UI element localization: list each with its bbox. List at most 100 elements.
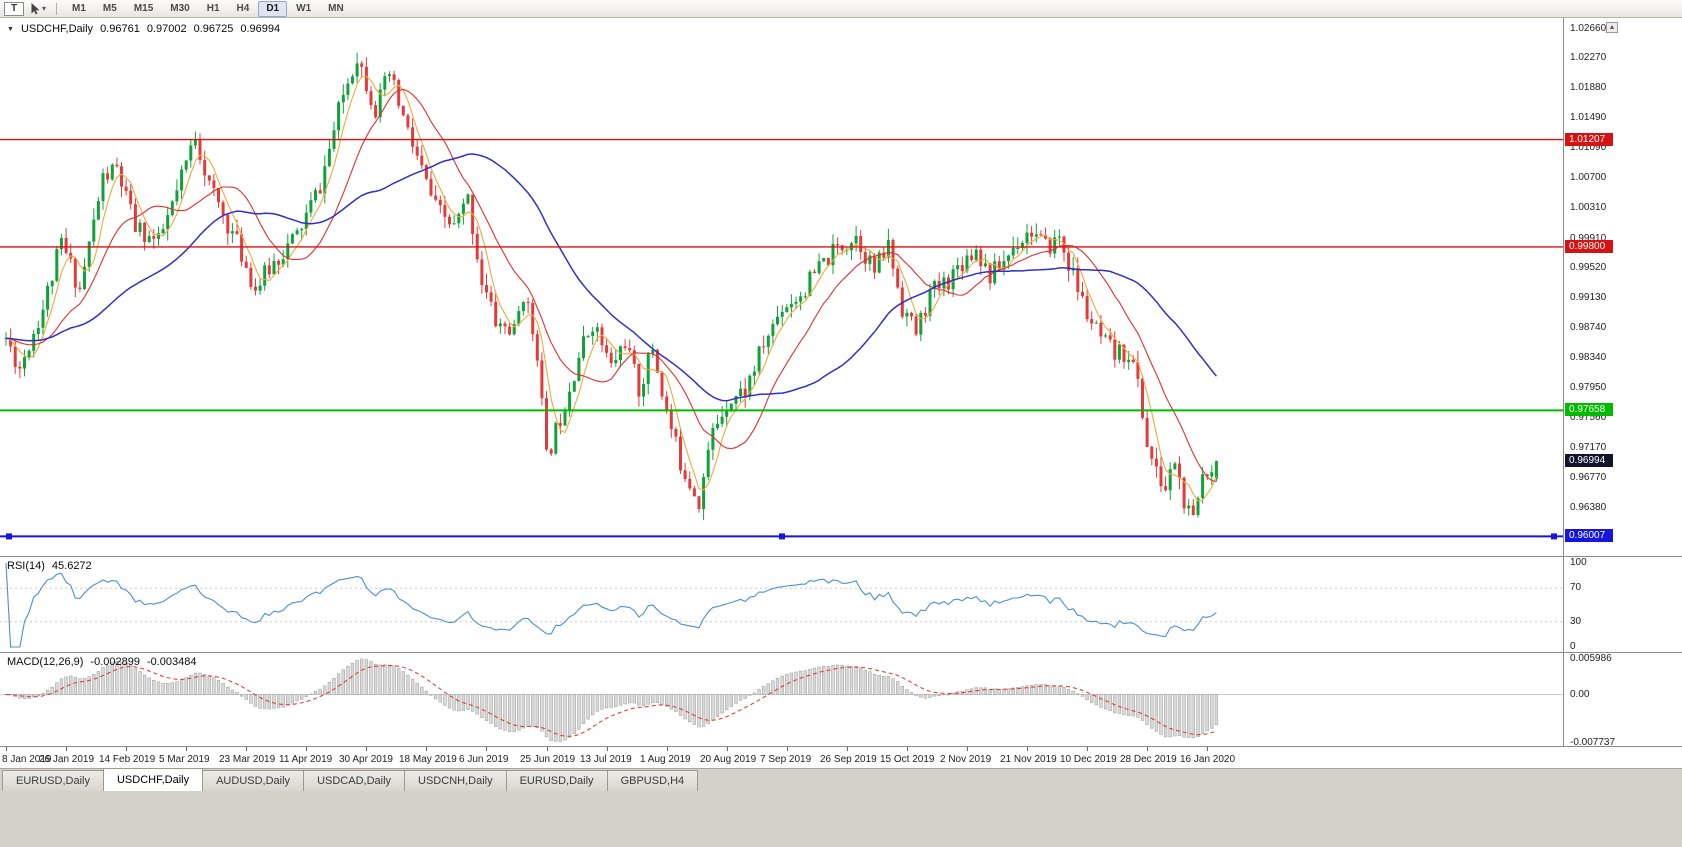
price-axis-label: 0.99130 <box>1570 292 1607 304</box>
date-axis-label: 5 Mar 2019 <box>159 754 210 765</box>
rsi-label: RSI(14) <box>7 560 45 572</box>
scroll-up-button[interactable]: ▲ <box>1606 22 1618 33</box>
timeframe-buttons: M1 M5 M15 M30 H1 H4 D1 W1 MN <box>64 0 352 17</box>
ohlc-high: 0.97002 <box>146 23 187 35</box>
date-axis-label: 15 Oct 2019 <box>880 754 935 765</box>
time-axis-tick <box>486 747 487 751</box>
status-area <box>0 791 1682 847</box>
timeframe-button-h4[interactable]: H4 <box>236 2 250 14</box>
chart-tab-usdcnh-daily[interactable]: USDCNH,Daily <box>404 770 507 791</box>
time-axis-tick <box>967 747 968 751</box>
time-axis-tick <box>246 747 247 751</box>
macd-axis-label: 0.005986 <box>1570 653 1612 664</box>
date-axis-label: 14 Feb 2019 <box>99 754 156 765</box>
date-axis-label: 11 Apr 2019 <box>279 754 333 765</box>
time-axis-tick <box>186 747 187 751</box>
toolbar-separator <box>56 2 58 15</box>
date-axis-label: 10 Dec 2019 <box>1060 754 1117 765</box>
candles <box>4 52 1218 521</box>
rsi-axis: 100 70 30 0 <box>1563 556 1682 652</box>
timeframe-button-mn[interactable]: MN <box>328 2 344 14</box>
price-axis-label: 0.97560 <box>1570 411 1607 423</box>
timeframe-button-m15[interactable]: M15 <box>133 2 154 14</box>
price-chart[interactable]: ▼ USDCHF,Daily 0.96761 0.97002 0.96725 0… <box>0 18 1563 556</box>
rsi-axis-label: 70 <box>1570 582 1582 594</box>
date-axis-label: 20 Aug 2019 <box>700 754 757 765</box>
toolbar: T ▾ M1 M5 M15 M30 H1 H4 D1 W1 MN <box>0 0 1682 18</box>
text-tool-button[interactable]: T <box>4 1 24 16</box>
time-axis-tick <box>306 747 307 751</box>
draw-tool-button[interactable]: ▾ <box>27 2 49 16</box>
support-lower-handle[interactable] <box>779 533 785 540</box>
price-axis-label: 0.96770 <box>1570 472 1607 484</box>
time-axis-tick <box>366 747 367 751</box>
timeframe-button-w1[interactable]: W1 <box>296 2 312 14</box>
time-axis-tick <box>727 747 728 751</box>
chart-tab-eurusd-daily[interactable]: EURUSD,Daily <box>2 770 104 791</box>
chart-tab-usdcad-daily[interactable]: USDCAD,Daily <box>303 770 406 791</box>
time-axis-tick <box>907 747 908 751</box>
date-axis-label: 25 Jun 2019 <box>520 754 576 765</box>
chart-tab-audusd-daily[interactable]: AUDUSD,Daily <box>202 770 305 791</box>
macd-title: MACD(12,26,9) -0.002899 -0.003484 <box>7 656 197 668</box>
date-axis-label: 18 May 2019 <box>399 754 457 765</box>
ohlc-low: 0.96725 <box>193 23 234 35</box>
date-axis-label: 1 Aug 2019 <box>640 754 691 765</box>
price-axis-label: 0.99520 <box>1570 262 1607 274</box>
macd-axis-label: -0.007737 <box>1570 737 1616 748</box>
time-axis-tick <box>426 747 427 751</box>
date-axis-label: 28 Dec 2019 <box>1120 754 1177 765</box>
macd-histogram <box>4 658 1219 742</box>
resistance-mid-price-tag: 0.99800 <box>1565 239 1613 253</box>
rsi-line <box>5 562 1217 648</box>
time-axis-tick <box>1087 747 1088 751</box>
price-axis-label: 0.99910 <box>1570 232 1607 244</box>
support-lower-price-tag: 0.96007 <box>1565 529 1613 543</box>
price-axis-label: 0.98740 <box>1570 321 1607 333</box>
price-axis-label: 0.98340 <box>1570 352 1607 364</box>
chart-tab-usdchf-daily[interactable]: USDCHF,Daily <box>102 768 204 791</box>
timeframe-button-m1[interactable]: M1 <box>72 2 86 14</box>
chart-tab-gbpusd-h4[interactable]: GBPUSD,H4 <box>606 770 699 791</box>
timeframe-button-d1[interactable]: D1 <box>258 0 288 17</box>
date-axis-label: 23 Mar 2019 <box>219 754 276 765</box>
text-tool-label: T <box>10 3 18 14</box>
time-axis-tick <box>847 747 848 751</box>
chart-title: ▼ USDCHF,Daily 0.96761 0.97002 0.96725 0… <box>7 23 280 35</box>
rsi-panel[interactable]: RSI(14) 45.6272 <box>0 556 1563 652</box>
macd-canvas <box>0 658 1563 742</box>
ohlc-open: 0.96761 <box>100 23 140 35</box>
date-axis-label: 13 Jul 2019 <box>580 754 632 765</box>
price-axis-label: 1.01490 <box>1570 111 1607 123</box>
price-axis-label: 1.00310 <box>1570 202 1607 214</box>
date-axis-label: 26 Sep 2019 <box>820 754 877 765</box>
time-axis-tick <box>6 747 7 751</box>
cursor-icon <box>31 2 40 14</box>
time-axis-tick <box>607 747 608 751</box>
time-axis-tick <box>787 747 788 751</box>
time-axis-tick <box>1027 747 1028 751</box>
support-lower-handle[interactable] <box>6 533 12 540</box>
time-axis[interactable]: 8 Jan 2019 26 Jan 2019 14 Feb 2019 5 Mar 20… <box>0 746 1682 768</box>
price-axis[interactable]: ▲ 1.02660 1.02270 1.01880 1.01490 1.01090 1.0… <box>1563 18 1682 556</box>
support-green-price-tag: 0.97658 <box>1565 403 1613 417</box>
price-axis-label: 0.97170 <box>1570 441 1607 453</box>
time-axis-tick <box>66 747 67 751</box>
chart-tab-bar: EURUSD,Daily USDCHF,Daily AUDUSD,Daily USDC… <box>0 768 1682 791</box>
timeframe-button-m30[interactable]: M30 <box>170 2 190 14</box>
macd-signal-value: -0.003484 <box>146 656 197 668</box>
date-axis-label: 26 Jan 2019 <box>39 754 95 765</box>
macd-label: MACD(12,26,9) <box>7 656 84 668</box>
price-axis-label: 1.02660 <box>1570 22 1607 34</box>
ohlc-close: 0.96994 <box>240 23 281 35</box>
time-axis-tick <box>547 747 548 751</box>
timeframe-button-h1[interactable]: H1 <box>206 2 220 14</box>
support-lower-handle[interactable] <box>1551 533 1557 540</box>
timeframe-button-m5[interactable]: M5 <box>102 2 117 14</box>
chart-symbol: USDCHF,Daily <box>20 23 94 35</box>
date-axis-label: 7 Sep 2019 <box>760 754 812 765</box>
price-axis-label: 1.02270 <box>1570 52 1607 64</box>
macd-panel[interactable]: MACD(12,26,9) -0.002899 -0.003484 <box>0 652 1563 746</box>
chart-tab-eurusd-daily[interactable]: EURUSD,Daily <box>505 770 608 791</box>
